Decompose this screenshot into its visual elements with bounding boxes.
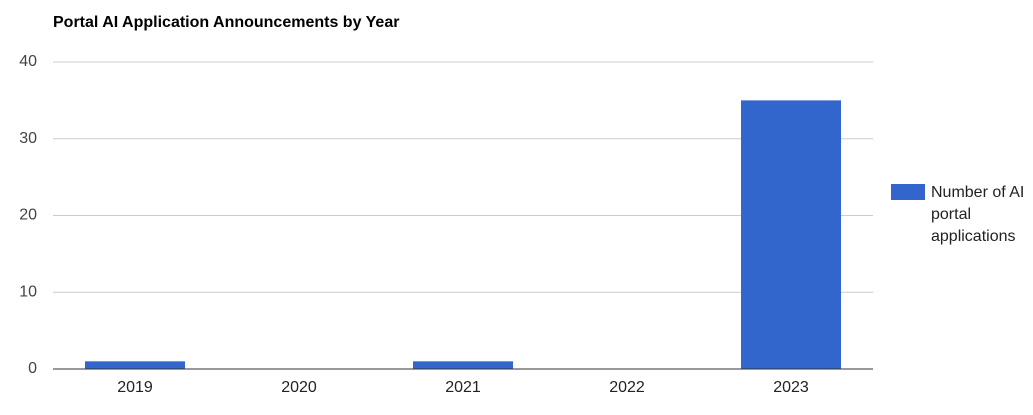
bar: [741, 100, 841, 369]
y-tick-label: 10: [19, 283, 37, 300]
bar: [85, 361, 185, 369]
y-tick-label: 0: [28, 360, 37, 377]
x-tick-label: 2019: [117, 379, 153, 396]
legend-label: Number of AI portal applications: [931, 184, 1025, 245]
x-tick-label: 2020: [281, 379, 317, 396]
x-tick-label: 2023: [773, 379, 809, 396]
x-tick-label: 2021: [445, 379, 481, 396]
legend-swatch: [891, 184, 925, 200]
bar: [413, 361, 513, 369]
y-tick-label: 40: [19, 53, 37, 70]
chart-title: Portal AI Application Announcements by Y…: [53, 14, 399, 31]
x-tick-label: 2022: [609, 379, 645, 396]
y-tick-label: 30: [19, 130, 37, 147]
y-tick-label: 20: [19, 207, 37, 224]
